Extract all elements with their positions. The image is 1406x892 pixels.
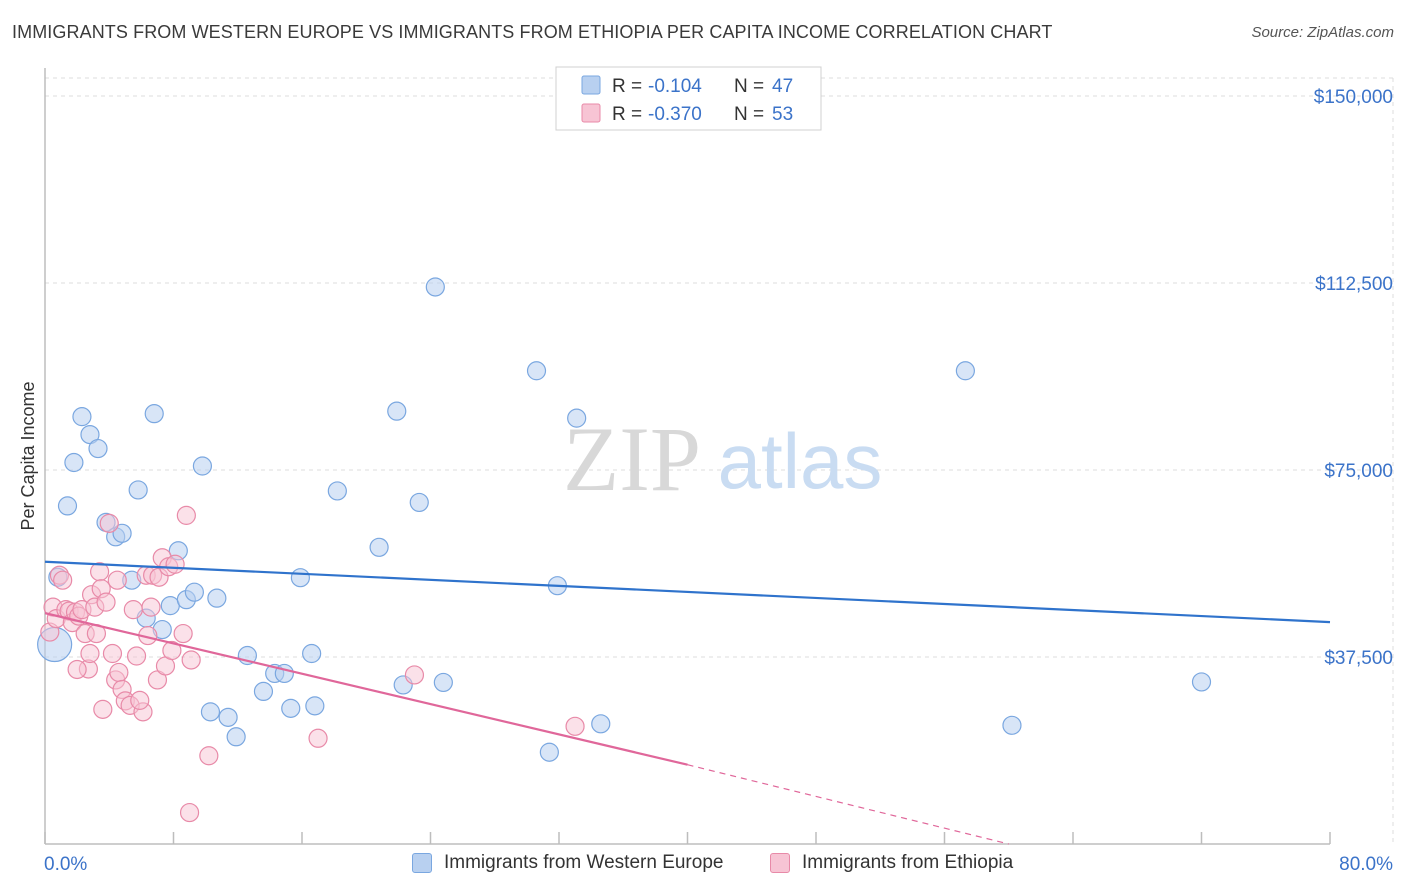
y-tick-labels: $37,500 $75,000 $112,500 $150,000 — [1314, 87, 1393, 669]
x-tick-labels: 0.0% 80.0% — [44, 854, 1393, 875]
point-ethiopia-49[interactable] — [565, 716, 585, 736]
point-western-europe-39[interactable] — [526, 361, 547, 381]
point-western-europe-33[interactable] — [369, 537, 389, 557]
point-western-europe-31[interactable] — [305, 696, 325, 716]
stats-swatch-pink — [581, 103, 601, 123]
series-ethiopia-points — [40, 505, 585, 823]
point-ethiopia-13[interactable] — [80, 643, 100, 664]
point-ethiopia-21[interactable] — [99, 513, 119, 533]
x-tick-max: 80.0% — [1339, 854, 1393, 875]
point-western-europe-34[interactable] — [387, 401, 407, 421]
point-ethiopia-22[interactable] — [102, 643, 123, 664]
chart-title: IMMIGRANTS FROM WESTERN EUROPE VS IMMIGR… — [12, 22, 1053, 42]
point-western-europe-18[interactable] — [184, 582, 204, 602]
point-western-europe-9[interactable] — [112, 523, 132, 543]
point-ethiopia-28[interactable] — [123, 600, 143, 620]
point-ethiopia-42[interactable] — [173, 623, 193, 644]
watermark-atlas: atlas — [718, 417, 883, 505]
legend-label-western-europe: Immigrants from Western Europe — [444, 852, 724, 873]
point-ethiopia-43[interactable] — [176, 505, 196, 525]
point-ethiopia-41[interactable] — [165, 554, 185, 574]
legend-swatch-blue — [412, 853, 432, 873]
point-western-europe-44[interactable] — [955, 361, 975, 381]
point-western-europe-42[interactable] — [567, 408, 587, 428]
stats-n-label-1: N = — [734, 76, 764, 97]
stats-n-value-2: 53 — [772, 104, 793, 125]
point-western-europe-6[interactable] — [88, 438, 108, 459]
point-western-europe-29[interactable] — [290, 568, 310, 588]
point-western-europe-2[interactable] — [57, 496, 78, 516]
point-ethiopia-40[interactable] — [162, 640, 182, 661]
point-western-europe-37[interactable] — [425, 277, 445, 297]
point-western-europe-13[interactable] — [144, 404, 164, 424]
point-western-europe-11[interactable] — [128, 480, 148, 500]
point-ethiopia-4[interactable] — [53, 570, 73, 590]
point-ethiopia-29[interactable] — [126, 646, 147, 666]
point-ethiopia-24[interactable] — [109, 662, 129, 683]
point-ethiopia-50[interactable] — [130, 690, 150, 710]
point-western-europe-25[interactable] — [253, 681, 274, 702]
point-western-europe-40[interactable] — [539, 742, 559, 762]
stats-r-value-1: -0.104 — [648, 76, 702, 97]
watermark-zip: ZIP — [563, 408, 701, 510]
point-western-europe-32[interactable] — [327, 481, 347, 501]
point-western-europe-38[interactable] — [433, 672, 453, 693]
legend-item-western-europe[interactable]: Immigrants from Western Europe — [412, 852, 723, 874]
watermark: ZIP atlas — [563, 408, 882, 510]
source-credit: Source: ZipAtlas.com — [1251, 24, 1394, 41]
point-western-europe-22[interactable] — [218, 707, 238, 727]
point-western-europe-3[interactable] — [64, 452, 84, 473]
legend-swatch-pink — [770, 853, 790, 873]
point-western-europe-4[interactable] — [72, 407, 92, 427]
point-ethiopia-33[interactable] — [141, 597, 161, 617]
legend-label-ethiopia: Immigrants from Ethiopia — [802, 852, 1014, 873]
stats-r-label-1: R = — [612, 76, 642, 97]
y-tick-label-3: $150,000 — [1314, 87, 1393, 108]
point-ethiopia-52[interactable] — [67, 659, 87, 680]
point-western-europe-19[interactable] — [192, 456, 213, 476]
series-western-europe-points — [37, 277, 1212, 762]
y-tick-label-0: $37,500 — [1324, 648, 1393, 669]
point-western-europe-45[interactable] — [1002, 715, 1022, 735]
trend-line-western-europe — [44, 560, 1331, 624]
point-western-europe-21[interactable] — [207, 588, 227, 608]
point-western-europe-15[interactable] — [160, 596, 180, 616]
stats-r-value-2: -0.370 — [648, 104, 702, 125]
stats-legend: R = -0.104 N = 47 R = -0.370 N = 53 — [555, 66, 822, 131]
x-tick-min: 0.0% — [44, 854, 87, 875]
trend-lines — [44, 560, 1331, 845]
point-ethiopia-48[interactable] — [404, 665, 425, 685]
point-ethiopia-46[interactable] — [179, 802, 200, 823]
point-western-europe-23[interactable] — [226, 727, 246, 747]
point-ethiopia-47[interactable] — [308, 728, 328, 748]
axes — [44, 68, 1331, 845]
legend-item-ethiopia[interactable]: Immigrants from Ethiopia — [770, 852, 1013, 874]
point-ethiopia-45[interactable] — [199, 746, 219, 766]
stats-r-label-2: R = — [612, 104, 642, 125]
trend-line-ethiopia — [44, 612, 688, 766]
point-ethiopia-44[interactable] — [181, 650, 201, 670]
point-western-europe-30[interactable] — [302, 643, 322, 664]
point-western-europe-46[interactable] — [1191, 672, 1212, 692]
trend-line-ethiopia-extension — [687, 764, 1009, 845]
stats-n-label-2: N = — [734, 104, 764, 125]
y-axis-label: Per Capita Income — [18, 381, 38, 530]
stats-n-value-1: 47 — [772, 76, 793, 97]
point-western-europe-28[interactable] — [281, 698, 301, 718]
point-western-europe-20[interactable] — [200, 702, 221, 722]
point-ethiopia-19[interactable] — [93, 699, 113, 719]
y-tick-label-1: $75,000 — [1324, 461, 1393, 482]
point-western-europe-43[interactable] — [591, 714, 611, 734]
point-western-europe-36[interactable] — [409, 492, 429, 513]
point-ethiopia-20[interactable] — [96, 592, 116, 612]
stats-swatch-blue — [581, 75, 601, 95]
y-tick-label-2: $112,500 — [1315, 274, 1393, 295]
point-ethiopia-51[interactable] — [107, 570, 127, 590]
